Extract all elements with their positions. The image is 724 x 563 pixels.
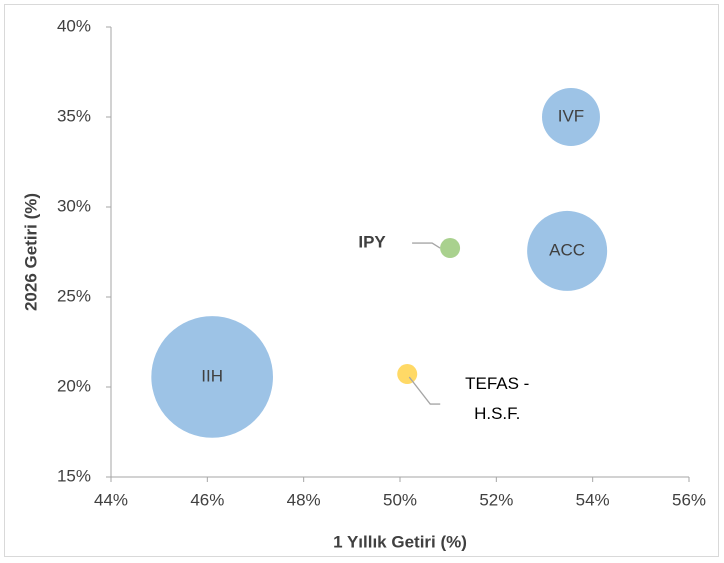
y-tick-label: 15%: [57, 466, 91, 485]
leader-line: [412, 242, 441, 249]
y-tick-label: 25%: [57, 286, 91, 305]
label-box: TEFAS - H.S.F.: [465, 374, 530, 424]
chart-border: [4, 4, 719, 557]
bubble: [527, 210, 608, 291]
x-tick-label: 44%: [94, 490, 128, 509]
bubble: [151, 316, 273, 438]
bubble-label: IIH: [201, 366, 223, 385]
leader-line: [408, 376, 441, 405]
x-tick-label: 46%: [190, 490, 224, 509]
x-tick-label: 56%: [672, 490, 706, 509]
bubble-label: TEFAS - H.S.F.: [465, 374, 530, 424]
x-tick-label: 50%: [383, 490, 417, 509]
bubble: [397, 364, 418, 385]
x-tick-label: 52%: [479, 490, 513, 509]
x-axis-title: 1 Yıllık Getiri (%): [333, 532, 467, 551]
bubble: [440, 238, 461, 259]
y-tick-label: 20%: [57, 376, 91, 395]
y-tick-label: 35%: [57, 106, 91, 125]
bubble-label: IPY: [358, 233, 386, 252]
x-tick-label: 54%: [576, 490, 610, 509]
x-tick-label: 48%: [287, 490, 321, 509]
y-axis-title: 2026 Getiri (%): [21, 193, 40, 311]
y-tick-label: 40%: [57, 16, 91, 35]
y-tick-label: 30%: [57, 196, 91, 215]
bubble-label: ACC: [549, 240, 585, 259]
bubble: [542, 88, 600, 146]
bubble-label: IVF: [558, 106, 584, 125]
